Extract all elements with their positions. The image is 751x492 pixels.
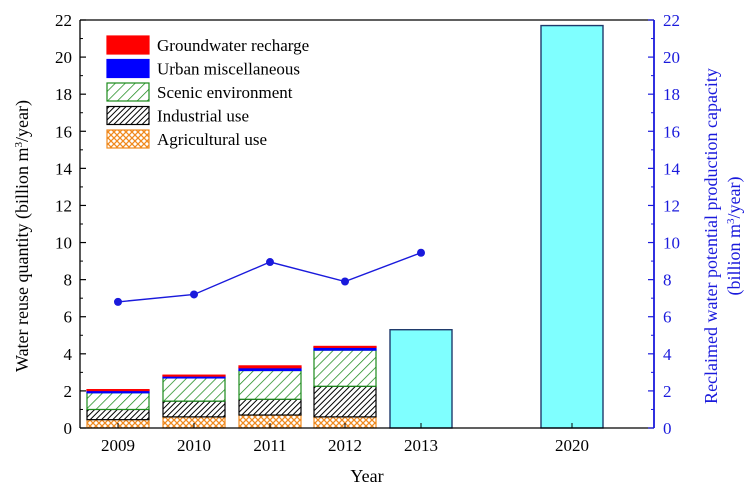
legend: Groundwater recharge Urban miscellaneous S… — [106, 35, 309, 149]
y2-tick-label-20: 20 — [663, 48, 680, 67]
y-tick-label-20: 20 — [55, 48, 72, 67]
axes-layer: 0 2 4 6 8 10 12 14 16 18 20 22 0 2 4 6 8 10 12 14 16 18 20 22 20… — [55, 11, 681, 455]
bar-2012-groundwater-recharge — [313, 345, 377, 348]
x-tick-label-2012: 2012 — [328, 436, 362, 455]
y-tick-label-8: 8 — [64, 271, 73, 290]
y2-tick-label-2: 2 — [663, 382, 672, 401]
legend-label-agricultural-use: Agricultural use — [157, 130, 267, 149]
capacity-point-2009 — [114, 297, 122, 306]
y2-axis-title-line-2: (billion m3/year) — [724, 177, 745, 296]
y2-tick-label-8: 8 — [663, 271, 672, 290]
legend-swatch-groundwater-recharge — [106, 35, 150, 55]
capacity-bar-2013 — [389, 329, 453, 429]
y2-tick-label-18: 18 — [663, 85, 680, 104]
y2-tick-label-10: 10 — [663, 234, 680, 253]
x-axis-title: Year — [350, 466, 383, 486]
capacity-point-2013 — [417, 248, 425, 257]
y2-axis-title-part-2: /year) — [724, 177, 745, 219]
y-axis-title-superscript: 3 — [13, 141, 25, 147]
legend-label-urban-miscellaneous: Urban miscellaneous — [157, 60, 300, 79]
x-tick-label-2009: 2009 — [101, 436, 135, 455]
bar-2012-industrial-use — [313, 385, 377, 418]
legend-swatch-urban-miscellaneous — [106, 58, 150, 79]
bar-2011-industrial-use — [238, 398, 302, 416]
x-tick-label-2011: 2011 — [253, 436, 286, 455]
y-tick-label-0: 0 — [64, 419, 73, 438]
y-tick-label-22: 22 — [55, 11, 72, 30]
y2-tick-label-16: 16 — [663, 122, 680, 141]
y-tick-label-12: 12 — [55, 196, 72, 215]
legend-label-scenic-environment: Scenic environment — [157, 83, 293, 102]
legend-label-groundwater-recharge: Groundwater recharge — [157, 36, 309, 55]
y-axis-title-part-2: /year) — [12, 100, 33, 142]
y2-tick-label-14: 14 — [663, 159, 681, 178]
bar-2009-groundwater-recharge — [86, 389, 150, 392]
bar-2009-scenic-environment — [86, 392, 150, 411]
capacity-point-2012 — [341, 277, 349, 286]
y2-axis-title-line-1: Reclaimed water potential production cap… — [701, 68, 721, 404]
y2-tick-label-6: 6 — [663, 308, 672, 327]
y2-axis-title-superscript: 3 — [725, 218, 737, 224]
x-tick-label-2013: 2013 — [404, 436, 438, 455]
y2-tick-label-4: 4 — [663, 345, 672, 364]
bar-2011-scenic-environment — [238, 369, 302, 400]
bar-2011-groundwater-recharge — [238, 365, 302, 369]
capacity-layer — [389, 24, 604, 429]
capacity-bar-2020 — [540, 24, 604, 429]
y2-axis-title-part-1: (billion m — [724, 224, 745, 296]
legend-swatch-industrial-use — [106, 105, 150, 126]
y-tick-label-4: 4 — [64, 345, 73, 364]
y-tick-label-16: 16 — [55, 122, 72, 141]
line-layer — [114, 248, 425, 306]
y-tick-label-6: 6 — [64, 308, 73, 327]
legend-swatch-agricultural-use — [106, 129, 150, 149]
legend-swatch-scenic-environment — [106, 82, 150, 102]
y-tick-label-14: 14 — [55, 159, 73, 178]
bar-2009-industrial-use — [86, 408, 150, 421]
y-tick-label-18: 18 — [55, 85, 72, 104]
bar-2010-scenic-environment — [162, 377, 226, 402]
y-axis-title: Water reuse quantity (billion m3/year) — [12, 100, 33, 372]
y-axis-title-part-1: Water reuse quantity (billion m — [12, 147, 33, 372]
y2-tick-label-22: 22 — [663, 11, 680, 30]
legend-label-industrial-use: Industrial use — [157, 107, 249, 126]
y-tick-label-10: 10 — [55, 234, 72, 253]
capacity-point-2011 — [266, 258, 274, 267]
bar-2010-groundwater-recharge — [162, 374, 226, 377]
bars-layer — [86, 345, 377, 429]
y-tick-label-2: 2 — [64, 382, 73, 401]
bar-2012-scenic-environment — [313, 349, 377, 387]
x-tick-label-2020: 2020 — [555, 436, 589, 455]
bar-2010-industrial-use — [162, 400, 226, 418]
y2-tick-label-0: 0 — [663, 419, 672, 438]
x-tick-label-2010: 2010 — [177, 436, 211, 455]
y2-tick-label-12: 12 — [663, 196, 680, 215]
capacity-point-2010 — [190, 290, 198, 299]
